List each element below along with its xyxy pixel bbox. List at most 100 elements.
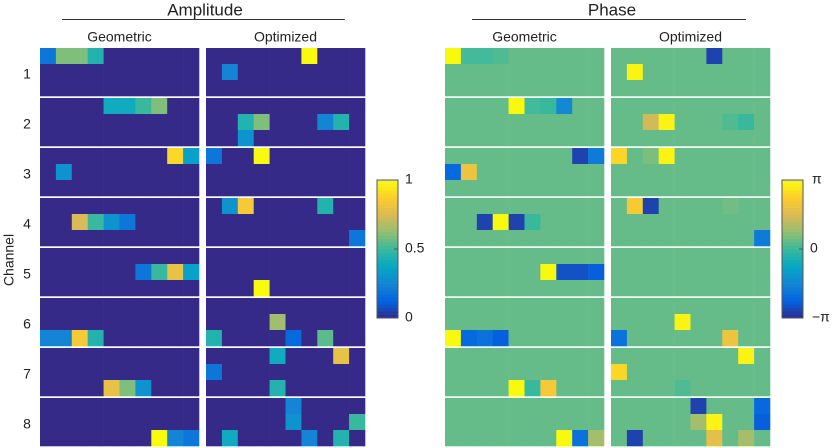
heatmap-cell [690,298,707,315]
heatmap-cell [706,198,723,215]
colorbar-step [377,311,398,316]
heatmap-cell [349,130,366,147]
colorbar-step [377,252,398,257]
heatmap-cell [221,114,239,131]
heatmap-cell [445,130,462,147]
heatmap-cell [642,180,659,197]
colorbar-step [377,304,398,309]
heatmap-cell [611,380,628,397]
heatmap-cell [754,230,771,247]
heatmap-cell [333,264,350,281]
heatmap-cell [285,264,302,281]
heatmap-cell [492,48,509,65]
heatmap-cell [476,48,493,65]
heatmap-cell [540,348,557,365]
heatmap-cell [333,298,350,315]
heatmap-cell [253,380,270,397]
heatmap-cell [492,364,509,381]
heatmap-cell [119,314,136,331]
heatmap-cell [572,98,589,115]
heatmap-cell [349,430,366,447]
heatmap-cell [269,64,286,81]
heatmap-cell [103,264,120,281]
heatmap-cell [135,214,152,231]
heatmap-cell [206,230,223,247]
heatmap-cell [135,348,152,365]
heatmap-cell [642,198,659,215]
heatmap-cell [40,380,57,397]
colorbar-step [377,200,398,205]
heatmap-cell [237,164,254,181]
colorbar-step [377,190,398,195]
heatmap-cell [285,130,302,147]
heatmap-cell [674,314,691,331]
heatmap-cell [492,114,509,131]
heatmap-cell [333,180,350,197]
heatmap-cell [738,430,755,447]
row-label: 7 [23,366,31,382]
colorbar-tick-label: π [812,171,822,187]
heatmap-cell [738,48,755,65]
heatmap-cell [642,214,659,231]
heatmap-cell [183,298,200,315]
heatmap-cell [253,298,270,315]
heatmap-cell [476,280,493,297]
heatmap-cell [349,98,366,115]
heatmap-cell [642,130,659,147]
heatmap-cell [706,148,723,165]
heatmap-cell [540,164,557,181]
colorbar-step [782,259,803,264]
heatmap-cell [269,298,286,315]
heatmap-cell [333,130,350,147]
heatmap-cell [269,148,286,165]
heatmap-cell [269,314,286,331]
heatmap-cell [445,48,462,65]
heatmap-cell [167,248,184,265]
heatmap-cell [103,330,120,347]
heatmap-cell [87,330,104,347]
colorbar-step [377,238,398,243]
heatmap-cell [103,48,120,65]
colorbar-step [782,304,803,309]
heatmap-cell [524,380,541,397]
heatmap-cell [317,398,334,415]
heatmap-cell [119,180,136,197]
heatmap-cell [642,230,659,247]
heatmap-cell [40,148,57,165]
heatmap-cell [722,414,739,431]
heatmap-cell [349,230,366,247]
heatmap-cell [237,148,254,165]
heatmap-cell [476,298,493,315]
heatmap-cell [556,398,573,415]
heatmap-cell [253,180,270,197]
heatmap-cell [524,180,541,197]
heatmap-cell [460,298,478,315]
heatmap-cell [754,64,771,81]
heatmap-cell [492,298,509,315]
heatmap-cell [674,148,691,165]
heatmap-cell [167,330,184,347]
heatmap-cell [658,298,675,315]
heatmap-cell [524,80,541,97]
heatmap-cell [87,314,104,331]
heatmap-cell [237,364,254,381]
heatmap-cell [71,164,88,181]
heatmap-cell [626,64,644,81]
heatmap-cell [540,98,557,115]
heatmap-cell [151,130,168,147]
heatmap-cell [572,414,589,431]
heatmap-cell [445,330,462,347]
heatmap-cell [722,80,739,97]
heatmap-cell [317,314,334,331]
heatmap-cell [706,230,723,247]
heatmap-cell [237,248,254,265]
heatmap-cell [460,148,478,165]
heatmap-cell [588,264,605,281]
heatmap-cell [722,164,739,181]
heatmap-cell [103,114,120,131]
heatmap-cell [690,398,707,415]
heatmap-cell [269,414,286,431]
heatmap-cell [722,198,739,215]
heatmap-cell [626,214,644,231]
colorbar-tick-label: 0 [405,309,413,325]
